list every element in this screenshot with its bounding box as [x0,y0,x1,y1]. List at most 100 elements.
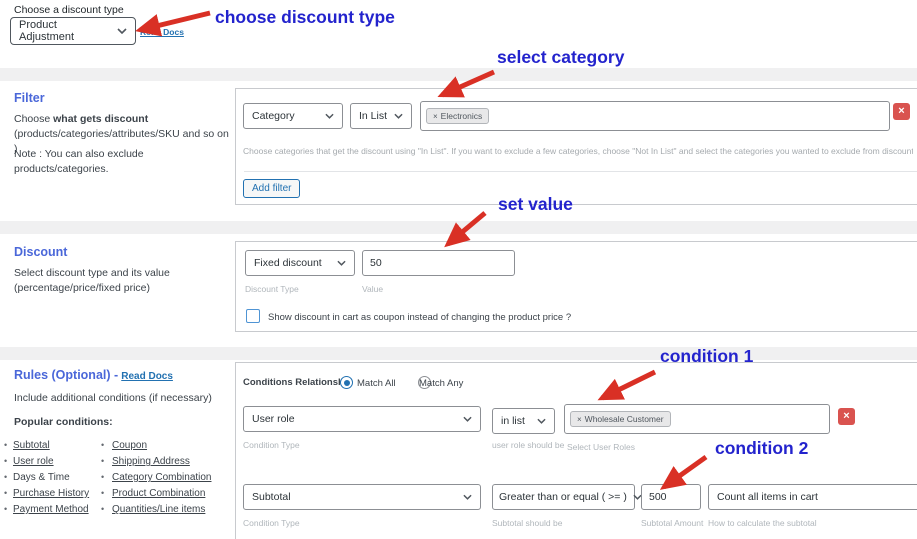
discount-value-field-label: Value [362,284,384,294]
condition1-operator-value: in list [501,415,525,427]
filter-type-select[interactable]: Category [243,103,343,129]
condition2-operator-value: Greater than or equal ( >= ) [499,491,627,503]
condition-link-user-role[interactable]: User role [13,456,54,467]
show-as-coupon-checkbox[interactable] [246,309,260,323]
remove-tag-icon[interactable]: × [577,414,582,424]
discount-desc-line2: (percentage/price/fixed price) [14,282,150,294]
bullet-icon: • [101,488,105,498]
condition1-operator-select[interactable]: in list [492,408,555,434]
remove-tag-icon[interactable]: × [433,111,438,121]
rules-docs-link[interactable]: Read Docs [121,371,173,382]
condition2-amount-input[interactable] [641,484,701,510]
discount-type-field-select[interactable]: Fixed discount [245,250,355,276]
filter-operator-select[interactable]: In List [350,103,412,129]
bullet-icon: • [4,440,8,450]
annotation-condition-1: condition 1 [660,346,754,366]
discount-type-field-value: Fixed discount [254,257,322,269]
remove-condition1-button[interactable]: × [838,408,855,425]
condition2-calc-value: Count all items in cart [717,491,818,503]
category-tag: × Electronics [426,108,490,124]
category-tag-label: Electronics [440,111,483,121]
chevron-down-icon [463,494,472,500]
condition-link-days-time[interactable]: Days & Time [13,472,70,483]
annotation-choose-discount-type: choose discount type [215,7,395,27]
discount-type-label: Choose a discount type [14,4,124,16]
bullet-icon: • [101,472,105,482]
filter-categories-multiselect[interactable]: × Electronics [420,101,890,131]
chevron-down-icon [394,113,403,119]
bullet-icon: • [4,472,8,482]
filter-helper-text: Choose categories that get the discount … [243,146,913,156]
annotation-select-category: select category [497,47,625,67]
filter-type-selected-value: Category [252,110,295,122]
condition-link-payment-method[interactable]: Payment Method [13,504,89,515]
bullet-icon: • [4,504,8,514]
filter-heading: Filter [14,91,45,105]
filter-desc-line2: (products/categories/attributes/SKU and … [14,128,229,155]
bullet-icon: • [4,488,8,498]
section-divider-band [0,221,917,234]
user-role-tag-label: Wholesale Customer [584,414,664,424]
filter-desc-bold: what gets discount [53,113,149,125]
discount-heading: Discount [14,245,68,259]
condition-link-subtotal[interactable]: Subtotal [13,440,50,451]
condition-link-product-combination[interactable]: Product Combination [112,488,206,499]
annotation-set-value: set value [498,194,573,214]
bullet-icon: • [4,456,8,466]
match-all-label: Match All [357,378,396,389]
chevron-down-icon [633,494,642,500]
show-as-coupon-label: Show discount in cart as coupon instead … [268,312,572,323]
condition2-amount-label: Subtotal Amount [641,518,704,528]
filter-operator-selected-value: In List [359,110,388,122]
chevron-down-icon [117,28,127,34]
condition-link-category-combination[interactable]: Category Combination [112,472,212,483]
chevron-down-icon [537,418,546,424]
condition-link-shipping-address[interactable]: Shipping Address [112,456,190,467]
condition2-type-select[interactable]: Subtotal [243,484,481,510]
match-any-radio[interactable] [418,376,432,389]
condition1-type-label: Condition Type [243,440,300,450]
chevron-down-icon [337,260,346,266]
condition1-type-value: User role [252,413,295,425]
remove-filter-button[interactable]: × [893,103,910,120]
chevron-down-icon [463,416,472,422]
top-docs-link[interactable]: Read Docs [140,27,184,37]
discount-type-selected-value: Product Adjustment [19,19,75,43]
condition2-calc-label: How to calculate the subtotal [708,518,817,528]
condition2-operator-label: Subtotal should be [492,518,563,528]
bullet-icon: • [101,456,105,466]
match-any-label: Match Any [419,378,464,389]
bullet-icon: • [101,440,105,450]
filter-desc-prefix: Choose [14,113,54,125]
discount-type-select[interactable]: Product Adjustment [10,17,136,45]
close-icon: × [898,105,905,117]
discount-value-input[interactable] [362,250,515,276]
chevron-down-icon [325,113,334,119]
condition1-operator-label: user role should be [492,440,565,450]
condition2-calc-select[interactable]: Count all items in cart [708,484,917,510]
rules-heading-row: Rules (Optional) - Read Docs [14,368,173,382]
bullet-icon: • [101,504,105,514]
discount-desc-line1: Select discount type and its value [14,267,170,279]
condition-link-purchase-history[interactable]: Purchase History [13,488,90,499]
filter-description: Choose what gets discount (products/cate… [14,112,229,157]
user-role-tag: × Wholesale Customer [570,411,671,427]
match-all-radio[interactable] [340,376,353,389]
rules-heading: Rules (Optional) - [14,368,119,382]
popular-conditions-label: Popular conditions: [14,416,113,428]
condition-link-quantities-line-items[interactable]: Quantities/Line items [112,504,206,515]
discount-type-field-label: Discount Type [245,284,299,294]
section-divider-band [0,347,917,360]
add-filter-button[interactable]: Add filter [243,179,301,198]
condition2-operator-select[interactable]: Greater than or equal ( >= ) [492,484,642,510]
condition1-tag-field-label: Select User Roles [567,442,636,452]
conditions-relationship-label: Conditions Relationship [243,377,353,388]
condition-link-coupon[interactable]: Coupon [112,440,148,451]
condition1-type-select[interactable]: User role [243,406,481,432]
filter-note: Note : You can also exclude products/cat… [14,148,144,175]
condition2-type-label: Condition Type [243,518,300,528]
section-divider-band [0,68,917,81]
condition1-roles-multiselect[interactable]: × Wholesale Customer [564,404,830,434]
annotation-condition-2: condition 2 [715,438,809,458]
